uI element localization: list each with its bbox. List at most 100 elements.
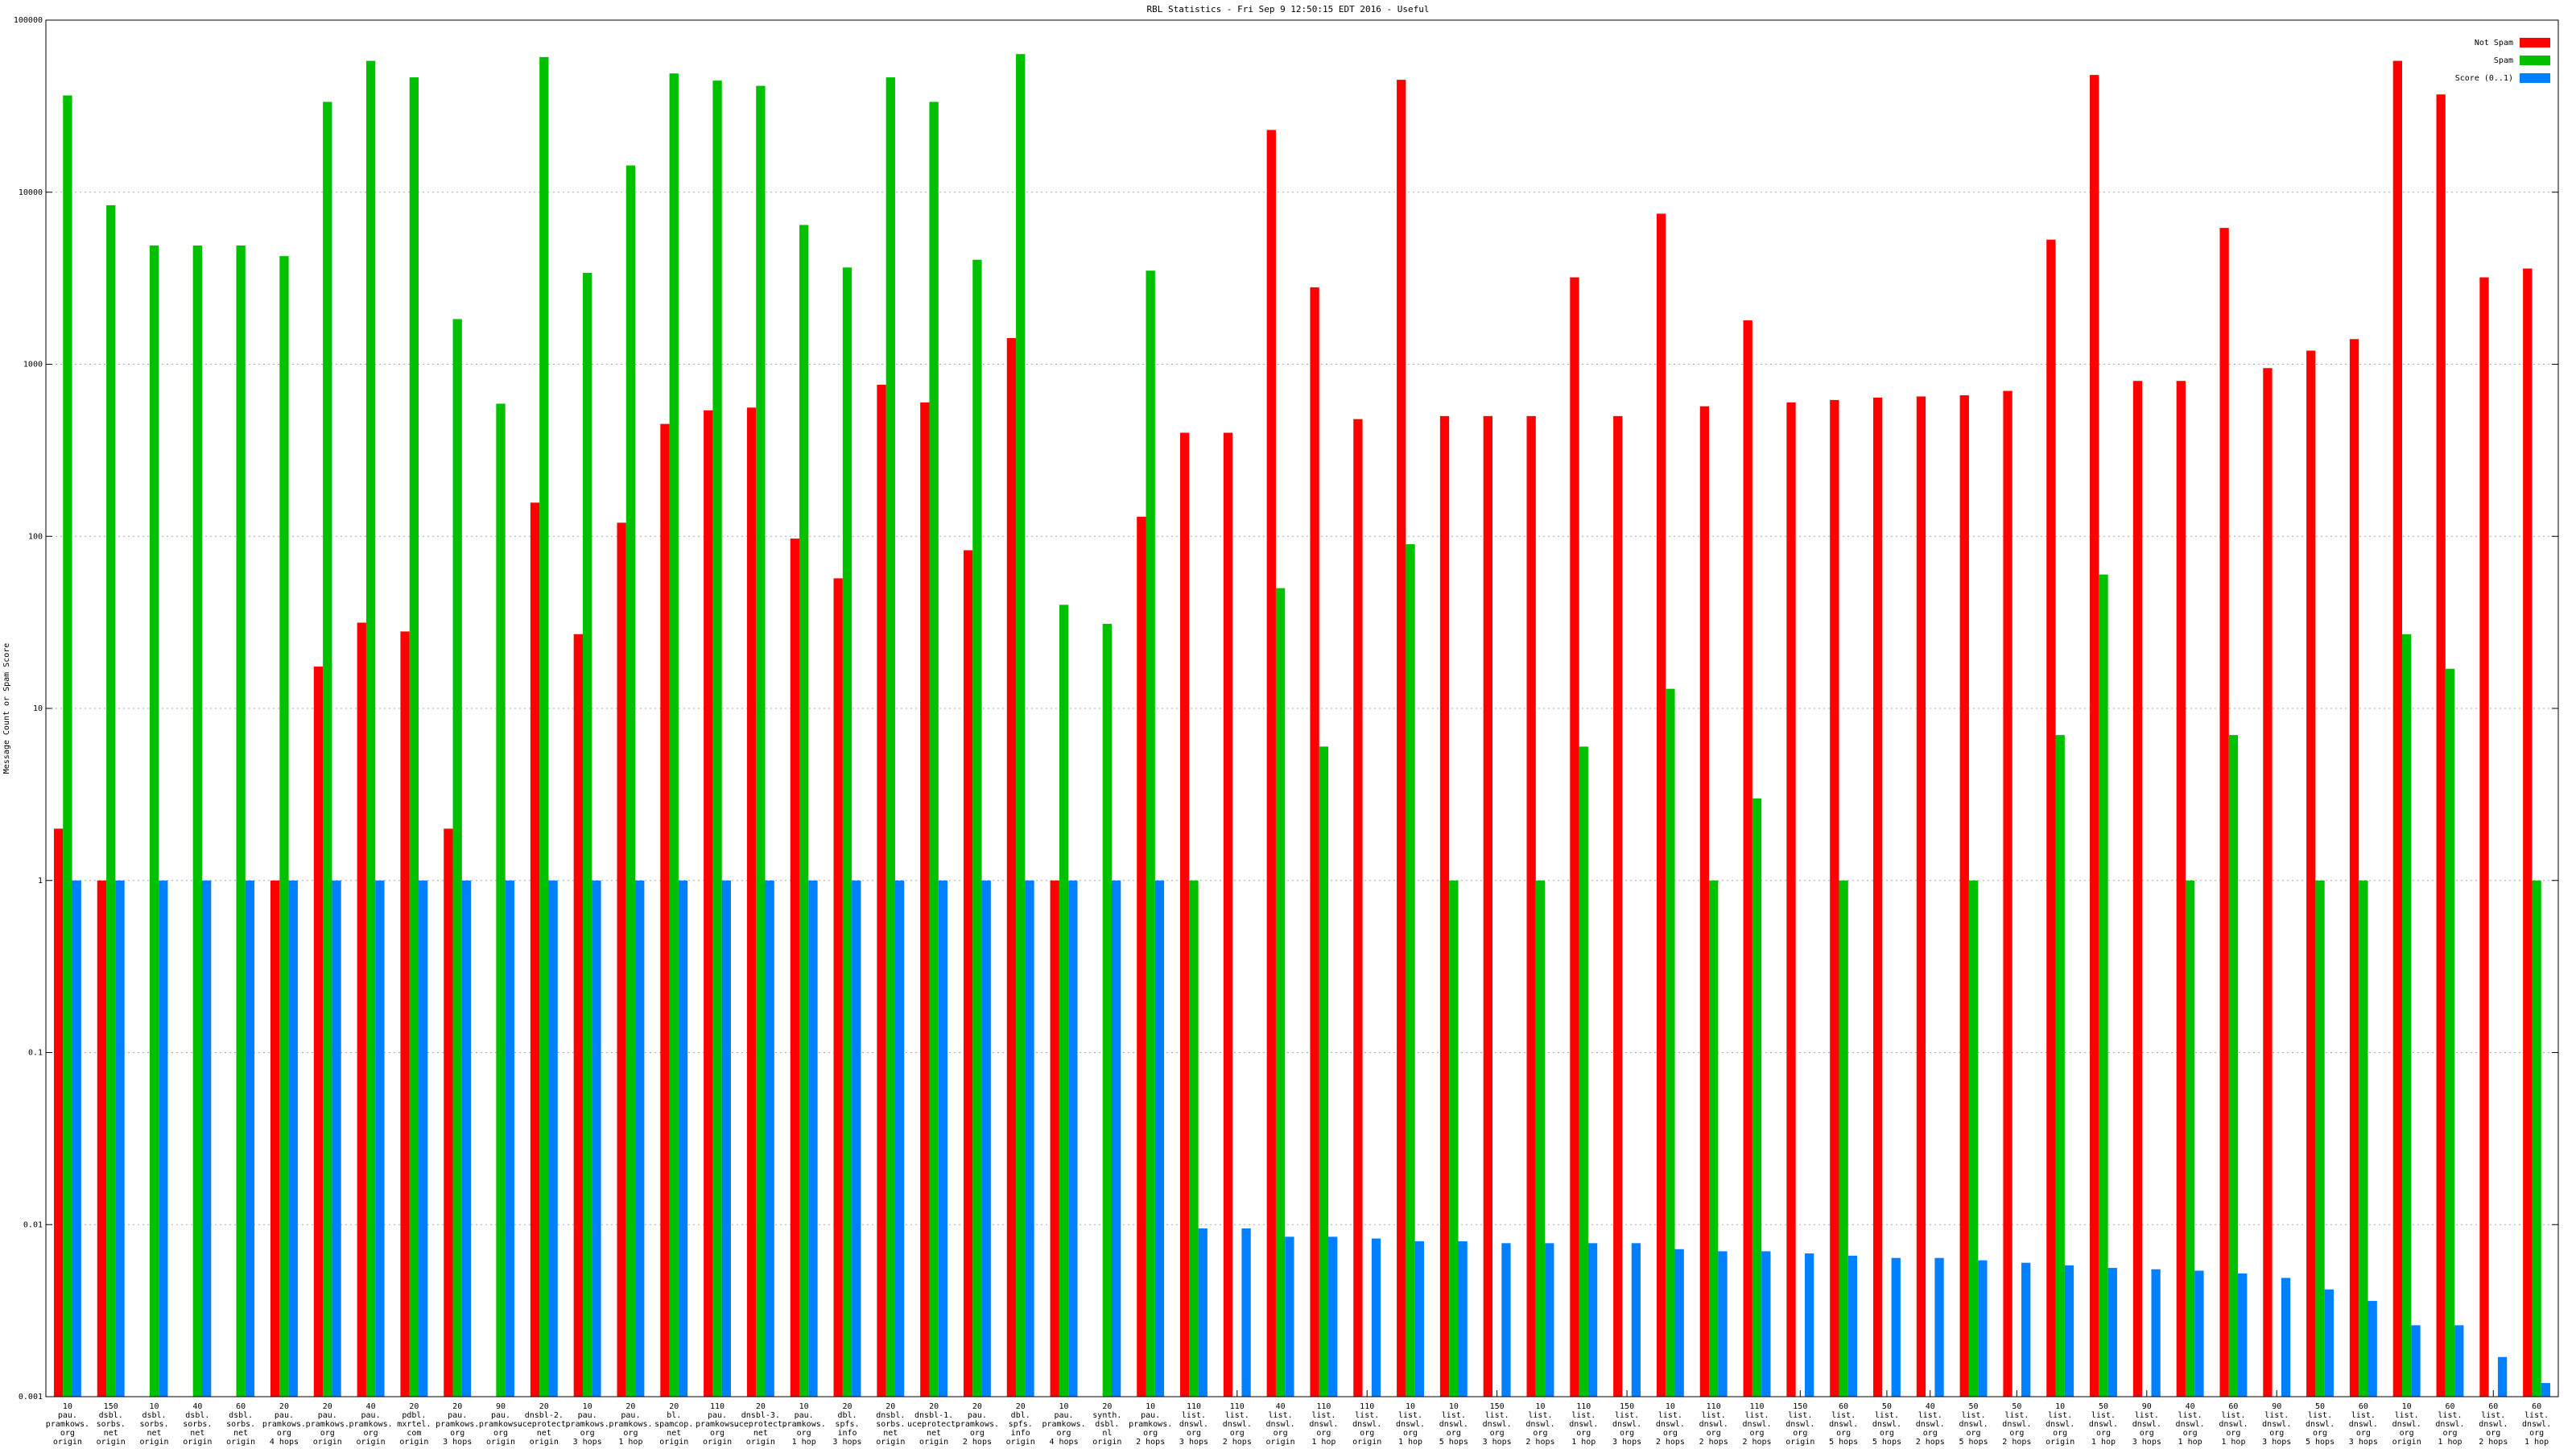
bar [1847,1255,1858,1397]
bar [669,73,679,1397]
x-tick-label: 20 pau. pramkows. org 1 hop [609,1402,652,1447]
bar [1068,880,1078,1397]
bar [852,880,861,1397]
bar [842,267,852,1397]
bar [1830,399,1839,1397]
bar [1275,588,1286,1397]
bar [1804,1253,1814,1397]
bar [2497,1356,2508,1397]
bar [2132,381,2143,1397]
x-tick-label: 50 list. dnswl. org 1 hop [2089,1402,2118,1447]
x-tick-label: 150 list. dnswl. org 3 hops [1612,1402,1641,1447]
bar [409,77,419,1397]
bar [1535,880,1546,1397]
bar [1526,415,1536,1397]
bar [573,634,583,1397]
bar [2359,880,2368,1397]
x-tick-label: 40 list. dnswl. org 1 hop [2176,1402,2205,1447]
bar [548,880,558,1397]
bar [981,880,991,1397]
bar [375,880,385,1397]
bar [201,880,212,1397]
y-tick-label: 10 [33,704,43,713]
x-tick-label: 110 list. dnswl. org 2 hops [1223,1402,1252,1447]
legend-label: Not Spam [2475,39,2513,47]
x-tick-label: 50 list. dnswl. org 5 hops [1959,1402,1988,1447]
bar [2306,350,2316,1397]
bar [1916,396,1926,1397]
bar [1146,270,1155,1397]
x-tick-label: 10 pau. pramkows. org 2 hops [1129,1402,1172,1447]
plot-border [45,19,2559,1397]
bar [159,880,168,1397]
bar [1154,880,1165,1397]
bar [270,880,280,1397]
bar [444,828,453,1397]
bar [2176,381,2186,1397]
bar [288,880,298,1397]
bar [2107,1268,2117,1397]
bar [1752,798,1762,1397]
bar [419,880,428,1397]
bar [452,319,462,1397]
bar [2349,339,2359,1397]
bar [63,95,72,1397]
bar [678,880,688,1397]
bar [357,622,366,1397]
bar [617,522,626,1397]
bar [808,880,818,1397]
bar [799,225,809,1397]
bar [1501,1243,1511,1397]
x-tick-label: 20 dnsbl. sorbs. net origin [876,1402,905,1447]
bar [2479,277,2489,1397]
bar [1570,277,1579,1397]
bar [1050,880,1059,1397]
x-tick-label: 150 dsbl. sorbs. net origin [97,1402,126,1447]
bar [53,828,64,1397]
bar [1241,1228,1251,1397]
bar [1839,880,1848,1397]
bar [1319,746,1329,1397]
bar [790,539,800,1397]
bar [1656,213,1666,1397]
bar [1613,415,1623,1397]
bar [2194,1270,2204,1397]
x-tick-label: 110 list. dnswl. org 2 hops [1699,1402,1728,1447]
bar [236,245,246,1397]
bar [2281,1278,2291,1397]
bar [149,245,159,1397]
x-tick-label: 110 list. dnswl. org 3 hops [1179,1402,1208,1447]
bar [1761,1251,1771,1397]
bar [192,245,202,1397]
bar [1891,1257,1901,1397]
bar [877,384,886,1397]
bar [2055,735,2065,1397]
bar [1112,880,1121,1397]
bar [2238,1273,2248,1397]
y-tick-label: 0.01 [23,1220,43,1229]
bar [2392,60,2403,1397]
bar [1025,880,1034,1397]
bar [2099,574,2108,1397]
x-tick-label: 150 list. dnswl. org origin [1785,1402,1814,1447]
bar [245,880,255,1397]
bar [2541,1383,2551,1397]
bar [1223,432,1233,1397]
x-tick-label: 60 dsbl. sorbs. net origin [226,1402,255,1447]
bar [279,256,289,1397]
bar [365,60,376,1397]
bar [1180,432,1190,1397]
bar [920,402,930,1397]
bar [2445,668,2455,1397]
bar [1449,880,1459,1397]
bar [2021,1262,2031,1397]
bar [963,550,973,1397]
bar [1439,415,1450,1397]
x-tick-label: 60 list. dnswl. org 1 hop [2522,1402,2551,1447]
bar [1458,1241,1468,1397]
bar [106,204,116,1397]
bar [1137,516,1146,1397]
bar [2436,94,2446,1397]
x-tick-label: 10 pau. pramkows. org 3 hops [566,1402,609,1447]
